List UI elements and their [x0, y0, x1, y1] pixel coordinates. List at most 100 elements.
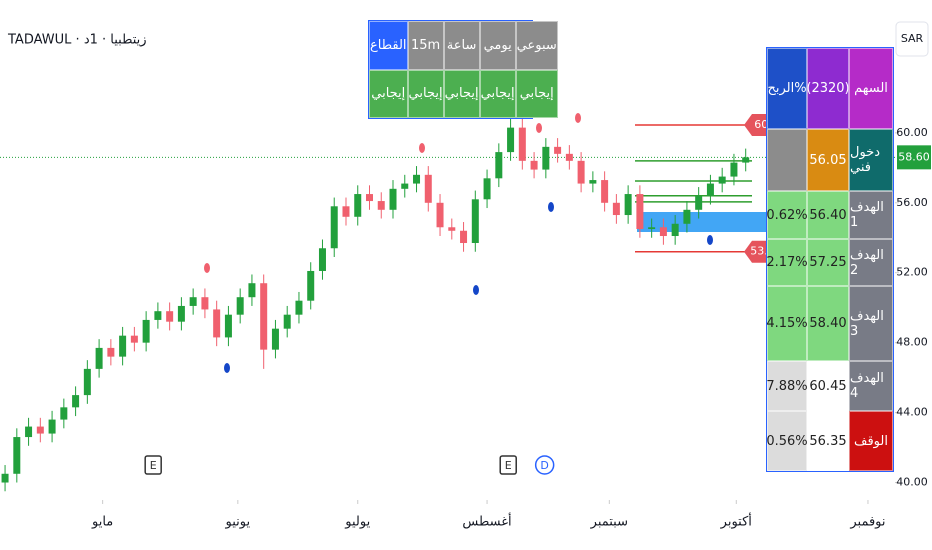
candle-body	[83, 368, 91, 396]
candle-body	[742, 157, 750, 163]
candle-body	[318, 248, 326, 271]
candle-body	[495, 152, 503, 179]
candle-body	[718, 176, 726, 184]
sell-signal	[419, 143, 425, 153]
candle-body	[48, 419, 56, 434]
table-cell: 57.25	[807, 239, 849, 286]
sell-signal	[204, 263, 210, 273]
candle-body	[236, 297, 244, 315]
candle-body	[72, 395, 80, 408]
candle-body	[565, 153, 573, 161]
sector-header: القطاع	[369, 21, 408, 70]
candle-body	[424, 174, 432, 203]
table-cell: 0.56%	[766, 411, 808, 471]
candle-body	[224, 314, 232, 338]
x-tick-label: يوليو	[344, 515, 370, 530]
y-tick-label: 44.00	[896, 406, 928, 419]
candle-body	[448, 227, 456, 231]
candle-body	[483, 178, 491, 200]
candle-body	[95, 347, 103, 369]
table-cell: الوقف	[849, 411, 893, 471]
table-cell: الهدف 3	[849, 286, 893, 361]
y-tick-label: 56.00	[896, 196, 928, 209]
status-cell: إيجابي	[515, 69, 558, 118]
buy-signal	[224, 363, 230, 373]
candle-body	[60, 407, 68, 420]
table-cell: 4.15%	[766, 286, 808, 361]
candle-body	[130, 335, 138, 343]
table-cell: 56.05	[807, 129, 849, 191]
event-marker	[144, 455, 162, 475]
entry-zone	[637, 212, 775, 232]
y-tick-label: 52.00	[896, 266, 928, 279]
sell-signal	[575, 113, 581, 123]
candle-body	[624, 194, 632, 216]
table-cell: 60.45	[807, 361, 849, 411]
table-cell: (2320)	[806, 48, 850, 129]
status-cell: إيجابي	[369, 69, 408, 118]
candle-body	[213, 309, 221, 338]
table-cell: الهدف 1	[849, 191, 893, 239]
sell-signal	[536, 123, 542, 133]
tf-header: 15m	[407, 21, 444, 70]
candle-body	[307, 270, 315, 301]
candle-body	[518, 127, 526, 161]
candle-body	[695, 195, 703, 210]
buy-signal	[473, 285, 479, 295]
table-cell: الهدف 2	[849, 239, 893, 286]
buy-signal	[548, 202, 554, 212]
symbol-title: TADAWUL · زيتطبيا · 1د	[7, 33, 147, 48]
candle-body	[730, 162, 738, 177]
candle-body	[36, 426, 44, 434]
candle-body	[189, 297, 197, 306]
candle-body	[330, 206, 338, 249]
sector-table: القطاع 15m ساعة يومي سبوعي إيجابي إيجابي…	[368, 20, 558, 119]
event-marker	[534, 455, 555, 475]
y-tick-label: 48.00	[896, 336, 928, 349]
table-cell: 58.40	[807, 286, 849, 361]
status-cell: إيجابي	[407, 69, 444, 118]
candle-body	[119, 335, 127, 357]
currency-label: SAR	[901, 32, 924, 45]
table-cell: 56.35	[807, 411, 849, 471]
candle-body	[659, 227, 667, 237]
x-tick-label: مايو	[91, 515, 113, 530]
table-cell: 7.88%	[766, 361, 808, 411]
event-label: D	[540, 459, 548, 472]
candle-body	[1, 473, 9, 483]
candle-body	[401, 183, 409, 189]
event-label: E	[505, 459, 512, 472]
buy-signal	[707, 235, 713, 245]
candle-body	[365, 194, 373, 202]
candle-body	[671, 223, 679, 237]
x-tick-label: أغسطس	[462, 513, 511, 530]
tf-header: ساعة	[443, 21, 480, 70]
candle-body	[142, 319, 150, 343]
candle-body	[271, 328, 279, 350]
candle-body	[636, 194, 644, 230]
candle-body	[389, 188, 397, 210]
last-price-label: 58.60	[898, 150, 930, 163]
event-label: E	[150, 459, 157, 472]
table-cell: 0.62%	[766, 191, 808, 239]
candle-body	[706, 183, 714, 196]
candle-body	[342, 206, 350, 217]
candle-body	[154, 311, 162, 320]
signals	[204, 113, 713, 373]
candle-body	[436, 202, 444, 228]
candle-body	[554, 146, 562, 154]
candle-body	[577, 160, 585, 184]
candle-body	[248, 283, 256, 298]
event-marker	[499, 455, 517, 475]
x-tick-label: سبتمبر	[590, 515, 628, 530]
tf-header: سبوعي	[515, 21, 558, 70]
candle-body	[589, 180, 597, 184]
candle-body	[530, 160, 538, 170]
candle-body	[648, 227, 656, 230]
table-cell: 2.17%	[766, 239, 808, 286]
candle-body	[283, 314, 291, 329]
x-tick-label: يونيو	[225, 515, 251, 530]
status-cell: إيجابي	[443, 69, 480, 118]
table-cell: الهدف 4	[849, 361, 893, 411]
candle-body	[201, 297, 209, 310]
